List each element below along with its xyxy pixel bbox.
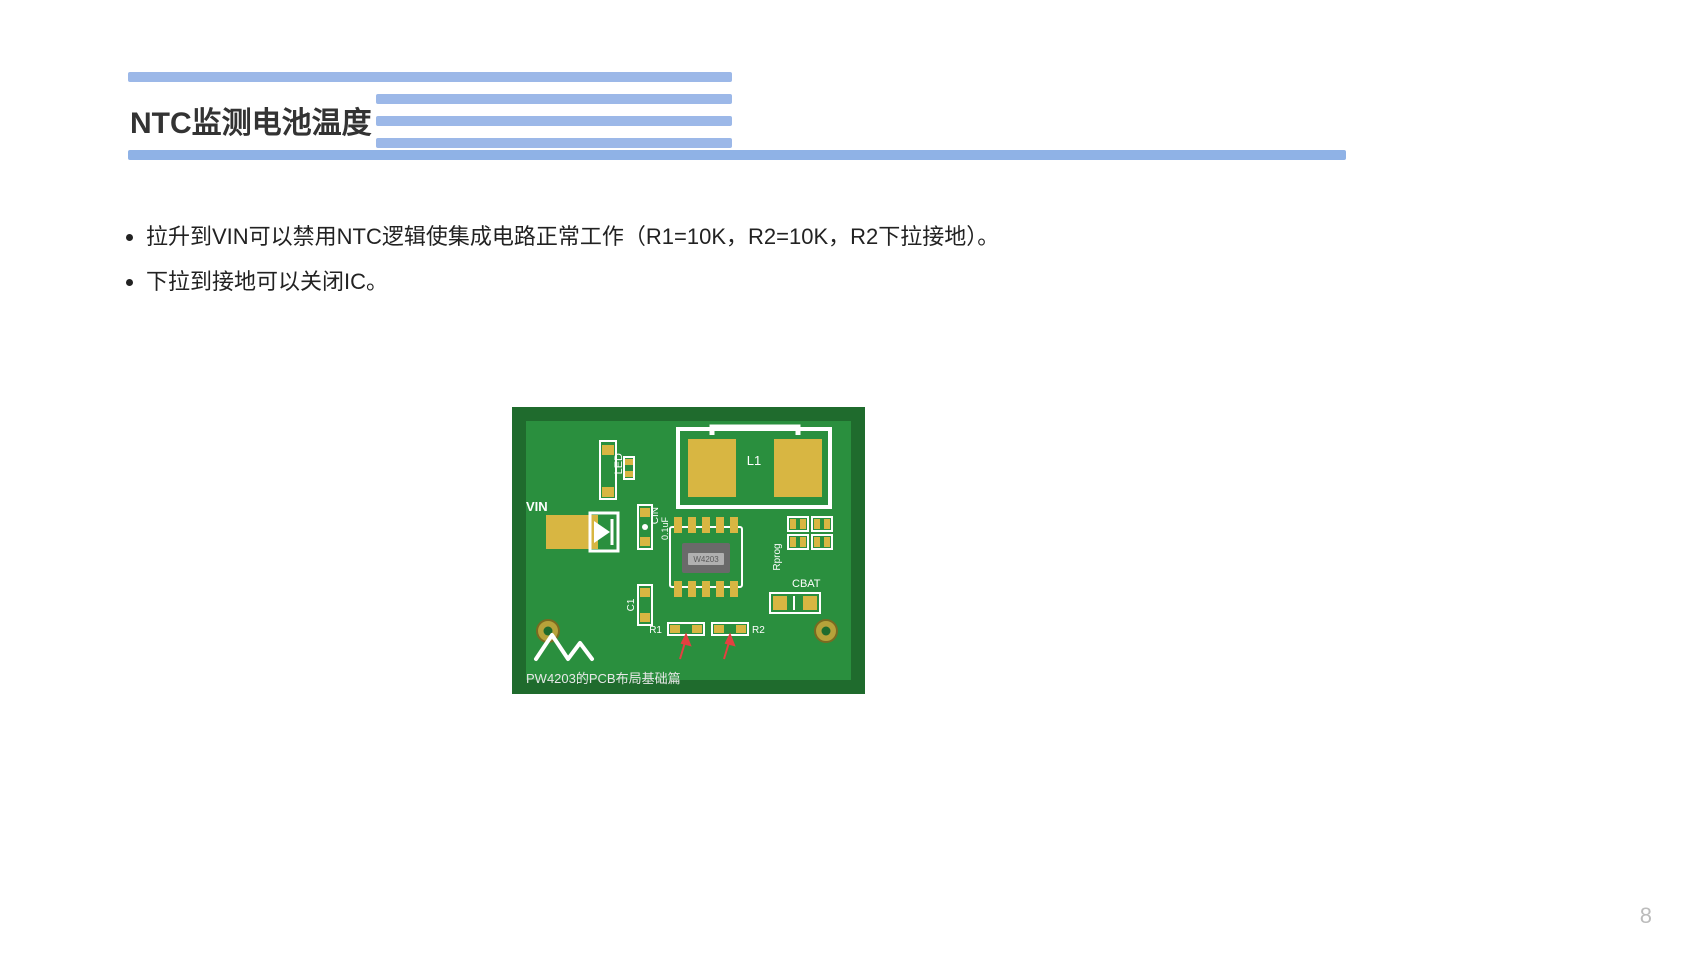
label-R1: R1 xyxy=(649,625,662,636)
label-CBAT: CBAT xyxy=(792,578,821,590)
page-number: 8 xyxy=(1640,903,1652,929)
slide-title: NTC监测电池温度 xyxy=(130,98,372,142)
chip-label: W4203 xyxy=(693,555,719,564)
header-bar xyxy=(376,116,732,126)
pcb-footer-text: PW4203的PCB布局基础篇 xyxy=(526,671,681,686)
label-L1: L1 xyxy=(747,453,761,468)
label-R2: R2 xyxy=(752,625,765,636)
pcb-layout-diagram: L1 VIN LED CIN 0.1uF xyxy=(512,407,865,694)
header-bar xyxy=(128,72,732,82)
header-bar xyxy=(128,150,1346,160)
label-Rprog: Rprog xyxy=(772,543,783,570)
bullet-list: 拉升到VIN可以禁用NTC逻辑使集成电路正常工作（R1=10K，R2=10K，R… xyxy=(116,218,999,307)
header-bar xyxy=(376,138,732,148)
label-C1: C1 xyxy=(626,598,637,611)
header-bar xyxy=(376,94,732,104)
label-CIN-val: 0.1uF xyxy=(660,516,670,540)
label-VIN: VIN xyxy=(526,499,548,514)
bullet-item: 拉升到VIN可以禁用NTC逻辑使集成电路正常工作（R1=10K，R2=10K，R… xyxy=(146,218,999,257)
bullet-item: 下拉到接地可以关闭IC。 xyxy=(146,263,999,302)
